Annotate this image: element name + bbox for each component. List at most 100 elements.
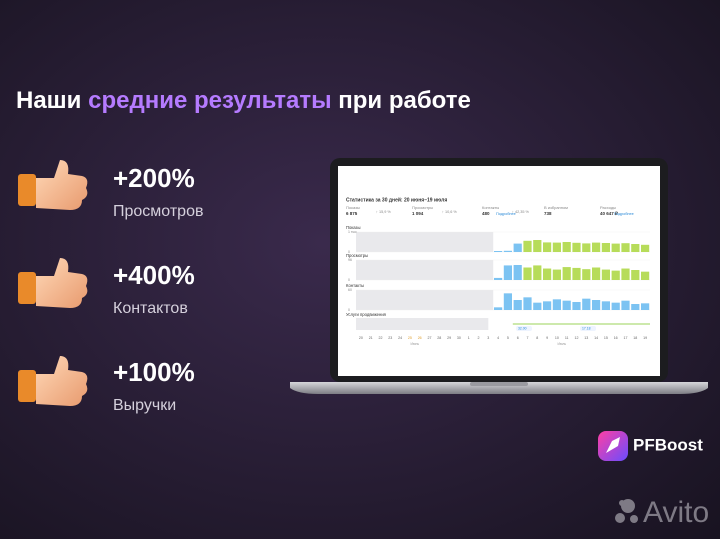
day-label: 26 — [418, 336, 422, 340]
stat-label: Выручки — [113, 397, 176, 414]
bar — [523, 297, 532, 310]
summary-link: Подробнее — [496, 212, 516, 216]
day-label: 8 — [536, 336, 538, 340]
summary-value: 6 875 — [346, 211, 358, 216]
bar — [631, 270, 640, 280]
bar — [494, 277, 503, 280]
bar — [562, 267, 571, 280]
bar — [592, 242, 601, 252]
day-label: 15 — [604, 336, 608, 340]
headline: Наши средние результаты при работе — [16, 87, 471, 114]
service-pill — [580, 326, 596, 331]
y-tick-label: 96 — [348, 258, 352, 262]
service-pill — [516, 326, 532, 331]
stat-value: +100% — [113, 357, 195, 387]
summary-value: 1 094 — [412, 211, 424, 216]
day-label: 3 — [487, 336, 489, 340]
bar — [523, 240, 532, 252]
summary-change: ↑ 42,35 % — [512, 210, 530, 214]
bar — [572, 267, 581, 280]
day-label: 16 — [614, 336, 618, 340]
summary-value: 738 — [544, 211, 552, 216]
bar — [631, 244, 640, 252]
chart-title: Контакты — [346, 283, 364, 288]
day-label: 19 — [643, 336, 647, 340]
y-tick-label: 0 — [348, 278, 350, 282]
day-label: 4 — [497, 336, 499, 340]
brand-name: PFBoost — [633, 435, 703, 454]
summary-link: Подробнее — [614, 212, 634, 216]
screen-title: Статистика за 30 дней: 20 июня–19 июля — [346, 196, 447, 203]
bar — [582, 298, 591, 310]
bar — [562, 242, 571, 252]
day-label: 14 — [594, 336, 598, 340]
summary-label: В избранном — [544, 205, 568, 210]
bar — [621, 300, 630, 310]
day-label: 27 — [428, 336, 432, 340]
summary-label: Контакты — [482, 205, 499, 210]
y-tick-label: 60 — [348, 288, 352, 292]
laptop-base — [290, 382, 708, 394]
day-label: 13 — [584, 336, 588, 340]
watermark-icon — [615, 499, 638, 523]
bar — [572, 302, 581, 310]
headline-part: Наши — [16, 87, 88, 114]
bar — [533, 302, 542, 310]
chart-title: Показы — [346, 225, 360, 230]
day-label: 7 — [527, 336, 529, 340]
bar — [503, 250, 512, 252]
bar — [552, 242, 561, 252]
stat-value: +400% — [113, 260, 195, 290]
bar — [611, 243, 620, 252]
day-label: 22 — [379, 336, 383, 340]
bar — [562, 300, 571, 310]
headline-part: при работе — [332, 87, 471, 114]
bar — [543, 301, 552, 310]
bar — [641, 244, 650, 252]
bar — [582, 243, 591, 252]
day-label: 2 — [478, 336, 480, 340]
no-data-area — [356, 260, 494, 280]
day-label: 1 — [468, 336, 470, 340]
day-label: 24 — [398, 336, 402, 340]
no-data-area — [356, 232, 494, 252]
headline-part: средние результаты — [88, 87, 331, 114]
month-label: Июнь — [410, 342, 419, 346]
day-label: 25 — [408, 336, 412, 340]
stat-label: Просмотров — [113, 203, 203, 220]
bar — [543, 268, 552, 280]
stat-label: Контактов — [113, 300, 188, 317]
service-label: 17.18 — [582, 327, 591, 331]
bar — [641, 303, 650, 310]
day-label: 23 — [388, 336, 392, 340]
laptop-notch — [470, 382, 528, 386]
day-label: 20 — [359, 336, 363, 340]
bar — [533, 240, 542, 252]
thumb-icons — [18, 160, 88, 406]
summary-value: 480 — [482, 211, 490, 216]
day-label: 29 — [447, 336, 451, 340]
summary-label: Просмотры — [412, 205, 433, 210]
bar — [552, 299, 561, 310]
day-label: 9 — [546, 336, 548, 340]
bar — [503, 265, 512, 280]
bar — [631, 304, 640, 310]
bar — [611, 270, 620, 280]
day-label: 5 — [507, 336, 509, 340]
bar — [494, 251, 503, 252]
day-label: 6 — [517, 336, 519, 340]
month-label: Июль — [557, 342, 566, 346]
bar — [513, 265, 522, 280]
day-label: 10 — [555, 336, 559, 340]
summary-value: 40 647 ₽ — [600, 211, 619, 216]
service-label: 32.00 — [518, 327, 527, 331]
bar — [533, 265, 542, 280]
watermark: Avito — [643, 496, 709, 529]
day-label: 30 — [457, 336, 461, 340]
bar — [523, 267, 532, 280]
summary-label: Показы — [346, 205, 360, 210]
no-data-area — [356, 290, 494, 310]
day-label: 18 — [633, 336, 637, 340]
bar — [552, 269, 561, 280]
